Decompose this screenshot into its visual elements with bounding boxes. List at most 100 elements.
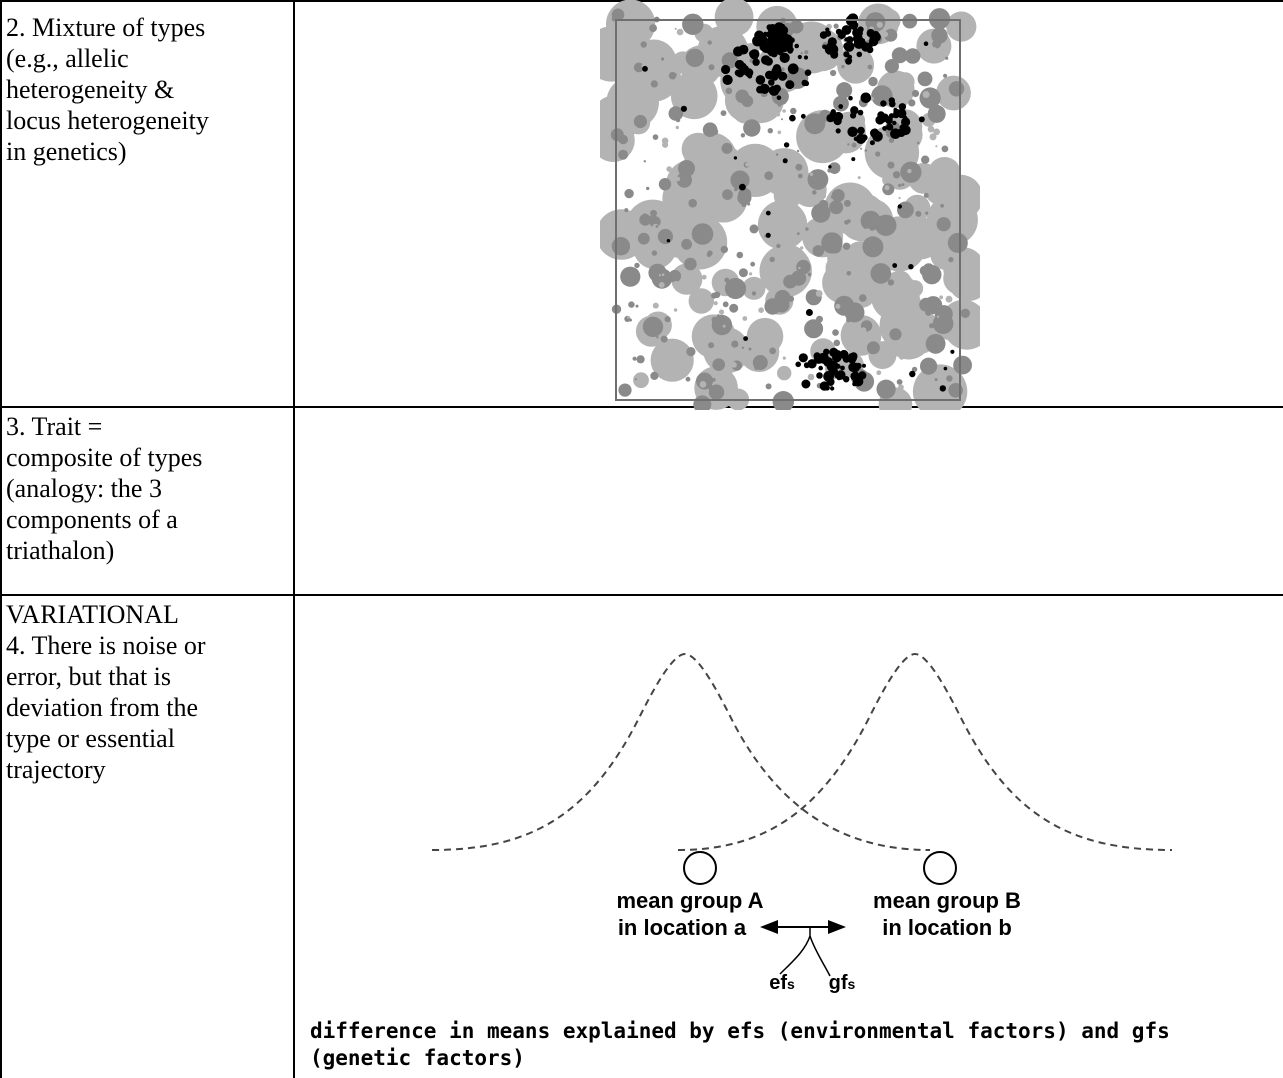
scatter-dot-black xyxy=(849,352,858,360)
scatter-dot-mid xyxy=(610,128,624,142)
scatter-dot-small xyxy=(675,125,679,130)
scatter-dot-mid xyxy=(927,104,946,123)
scatter-blob-light xyxy=(671,263,703,295)
scatter-dot-black xyxy=(848,95,853,101)
scatter-dot-mid xyxy=(932,39,942,49)
scatter-blob-light xyxy=(606,0,656,49)
scatter-dot-small xyxy=(944,319,949,324)
scatter-dot-black xyxy=(825,27,830,32)
scatter-dot-black xyxy=(818,352,829,364)
scatter-dot-mid xyxy=(811,203,831,223)
scatter-dot-black xyxy=(843,51,850,58)
scatter-dot-mid xyxy=(827,168,832,173)
scatter-dot-small xyxy=(725,214,733,221)
scatter-dot-black xyxy=(804,69,812,76)
scatter-dot-black xyxy=(839,349,849,359)
scatter-dot-small xyxy=(846,271,852,276)
scatter-dot-black xyxy=(782,158,788,164)
scatter-dot-black xyxy=(785,80,795,90)
scatter-dot-small xyxy=(741,346,745,349)
scatter-dot-black xyxy=(783,142,790,148)
scatter-dot-small xyxy=(708,384,714,391)
scatter-dot-black xyxy=(923,41,929,46)
scatter-dot-small xyxy=(746,346,749,349)
scatter-dot-small xyxy=(882,89,885,92)
scatter-dot-black xyxy=(789,114,796,122)
scatter-dot-black xyxy=(733,156,738,160)
scatter-dot-small xyxy=(675,117,681,123)
scatter-dot-black xyxy=(765,70,774,80)
scatter-dot-small xyxy=(887,279,895,286)
mixture-scatter-image xyxy=(600,0,980,410)
scatter-dot-small xyxy=(777,103,782,107)
row-label-mixture: 2. Mixture of types (e.g., allelic heter… xyxy=(6,13,209,166)
scatter-dot-mid xyxy=(833,339,841,347)
scatter-dot-small xyxy=(864,149,868,152)
scatter-dot-mid xyxy=(633,62,644,73)
scatter-dot-black xyxy=(787,63,799,75)
scatter-dot-mid xyxy=(686,347,696,357)
scatter-dot-small xyxy=(765,383,772,390)
scatter-dot-small xyxy=(748,347,752,351)
scatter-dot-small xyxy=(651,53,655,57)
scatter-dot-black xyxy=(722,74,733,85)
scatter-blob-light xyxy=(707,148,738,180)
scatter-dot-black xyxy=(801,379,811,389)
scatter-dot-small xyxy=(651,250,658,256)
scatter-dot-small xyxy=(674,27,677,30)
scatter-blob-light xyxy=(760,148,809,197)
scatter-dot-black xyxy=(642,65,648,72)
scatter-dot-small xyxy=(729,22,733,25)
scatter-dot-mid xyxy=(708,342,715,349)
scatter-dot-mid xyxy=(892,171,901,179)
scatter-blob-light xyxy=(871,272,920,322)
scatter-dot-small xyxy=(887,161,895,169)
scatter-dot-small xyxy=(901,80,904,84)
scatter-dot-small xyxy=(707,195,713,201)
scatter-dot-black xyxy=(893,108,901,116)
scatter-dot-mid xyxy=(725,87,733,95)
scatter-dot-mid xyxy=(649,24,657,32)
scatter-dot-black xyxy=(835,28,842,35)
scatter-dot-mid xyxy=(731,340,739,348)
scatter-dot-black xyxy=(901,117,911,127)
scatter-dot-mid xyxy=(889,328,902,341)
scatter-dot-black xyxy=(828,165,832,169)
scatter-dot-black xyxy=(734,59,745,70)
scatter-dot-small xyxy=(898,384,904,391)
scatter-dot-small xyxy=(915,186,919,189)
scatter-dot-small xyxy=(781,100,787,105)
scatter-dot-black xyxy=(861,134,868,141)
scatter-dot-small xyxy=(660,336,667,342)
scatter-dot-black xyxy=(794,43,799,49)
arrow-split-lines xyxy=(779,927,831,977)
scatter-dot-small xyxy=(706,252,712,257)
scatter-dot-small xyxy=(664,316,671,323)
scatter-dot-small xyxy=(720,110,727,116)
scatter-dot-small xyxy=(934,340,940,347)
scatter-dot-small xyxy=(820,150,827,157)
scatter-dot-mid xyxy=(632,356,637,361)
scatter-dot-small xyxy=(673,308,678,312)
scatter-dot-small xyxy=(683,270,689,276)
scatter-dot-black xyxy=(898,103,907,111)
label-group-a-line1: mean group A xyxy=(616,888,763,913)
scatter-dot-black xyxy=(680,105,687,112)
scatter-dot-black xyxy=(765,210,771,216)
scatter-dot-black xyxy=(767,24,778,34)
scatter-dot-black xyxy=(756,85,764,94)
scatter-dot-mid xyxy=(816,315,823,323)
scatter-dot-black xyxy=(798,353,808,363)
scatter-dot-black xyxy=(803,80,810,87)
double-arrow xyxy=(760,920,846,934)
scatter-dot-black xyxy=(778,71,788,81)
scatter-dot-black xyxy=(816,372,823,379)
scatter-dot-black xyxy=(857,126,865,135)
scatter-dot-mid xyxy=(953,355,972,375)
scatter-dot-black xyxy=(773,44,780,51)
scatter-dot-small xyxy=(934,378,938,382)
scatter-blob-light xyxy=(633,372,649,389)
scatter-dot-mid xyxy=(904,48,921,64)
scatter-dot-mid xyxy=(897,201,914,219)
